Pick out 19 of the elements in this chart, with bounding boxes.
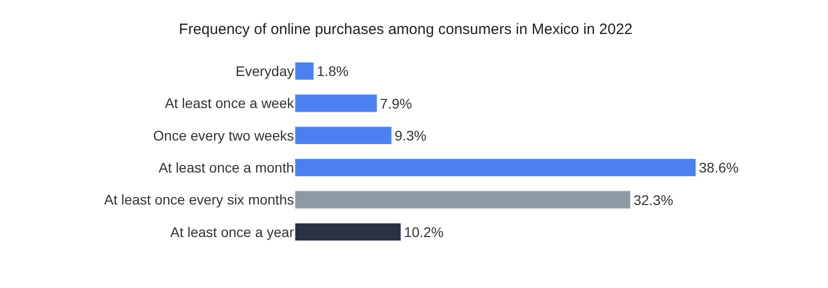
y-tick-label: At least once every six months [104, 192, 294, 208]
data-label: 32.3% [633, 192, 674, 208]
chart-title: Frequency of online purchases among consumers in Mexico in 2022 [178, 21, 633, 38]
data-label: 7.9% [380, 95, 412, 112]
y-tick-label: At least once a month [158, 159, 294, 176]
bar [295, 94, 378, 112]
data-label: 9.3% [394, 127, 427, 144]
bar [295, 190, 631, 209]
data-label: 1.8% [316, 63, 349, 80]
bar [295, 62, 314, 80]
bar [295, 126, 392, 145]
data-label: 10.2% [404, 224, 444, 240]
y-tick-label: At least once a week [164, 95, 295, 112]
data-label: 38.6% [698, 160, 739, 176]
y-tick-label: At least once a year [170, 224, 294, 240]
bar [295, 222, 402, 242]
bar [295, 158, 696, 177]
y-tick-label: Everyday [236, 62, 294, 79]
y-tick-label: Once every two weeks [153, 127, 294, 144]
